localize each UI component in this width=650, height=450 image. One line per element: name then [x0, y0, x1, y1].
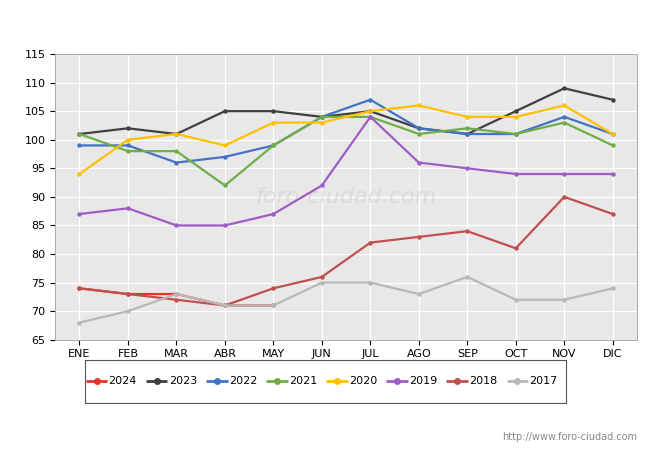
- Text: 2020: 2020: [349, 376, 377, 387]
- Text: 2018: 2018: [469, 376, 497, 387]
- Text: 2024: 2024: [109, 376, 137, 387]
- Text: 2023: 2023: [169, 376, 197, 387]
- Text: 2019: 2019: [410, 376, 437, 387]
- Text: foro-ciudad.com: foro-ciudad.com: [255, 187, 437, 207]
- Text: http://www.foro-ciudad.com: http://www.foro-ciudad.com: [502, 432, 637, 442]
- Text: 2021: 2021: [289, 376, 317, 387]
- Text: Afiliados en Boada a 31/5/2024: Afiliados en Boada a 31/5/2024: [195, 16, 455, 34]
- Text: 2022: 2022: [229, 376, 257, 387]
- Text: 2017: 2017: [529, 376, 558, 387]
